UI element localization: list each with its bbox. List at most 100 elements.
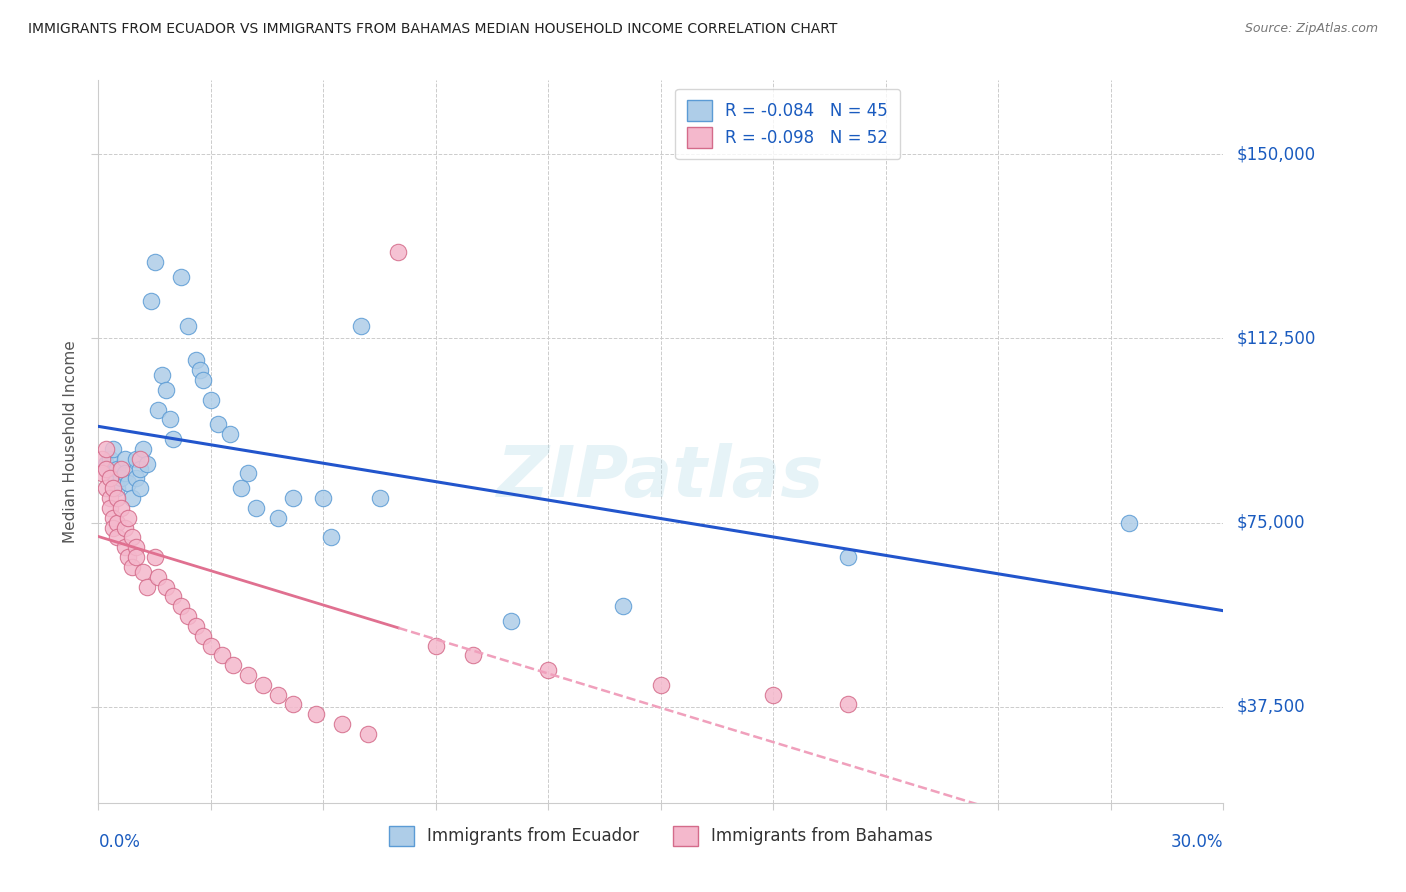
Point xyxy=(211,648,233,663)
Point xyxy=(283,491,305,505)
Point xyxy=(121,530,143,544)
Point xyxy=(132,442,155,456)
Point xyxy=(94,442,117,456)
Point xyxy=(650,678,672,692)
Point xyxy=(387,245,409,260)
Point xyxy=(350,319,373,334)
Point xyxy=(139,294,162,309)
Point xyxy=(207,417,229,432)
Point xyxy=(148,570,170,584)
Point xyxy=(463,648,485,663)
Point xyxy=(98,500,121,515)
Point xyxy=(121,491,143,505)
Point xyxy=(177,609,200,624)
Text: $150,000: $150,000 xyxy=(1237,145,1316,163)
Point xyxy=(114,520,136,534)
Point xyxy=(148,402,170,417)
Text: IMMIGRANTS FROM ECUADOR VS IMMIGRANTS FROM BAHAMAS MEDIAN HOUSEHOLD INCOME CORRE: IMMIGRANTS FROM ECUADOR VS IMMIGRANTS FR… xyxy=(28,22,838,37)
Point xyxy=(155,383,177,397)
Point xyxy=(330,717,353,731)
Point xyxy=(1118,516,1140,530)
Point xyxy=(499,614,522,628)
Text: 0.0%: 0.0% xyxy=(98,833,141,851)
Point xyxy=(200,392,222,407)
Point xyxy=(319,530,342,544)
Point xyxy=(229,481,252,495)
Point xyxy=(114,451,136,466)
Text: $37,500: $37,500 xyxy=(1237,698,1306,716)
Point xyxy=(162,590,184,604)
Point xyxy=(170,269,193,284)
Point xyxy=(837,549,859,564)
Point xyxy=(103,510,125,524)
Point xyxy=(305,707,328,722)
Point xyxy=(252,678,274,692)
Point xyxy=(200,639,222,653)
Point xyxy=(238,467,260,481)
Point xyxy=(128,481,150,495)
Point xyxy=(537,663,560,677)
Point xyxy=(105,516,128,530)
Text: Source: ZipAtlas.com: Source: ZipAtlas.com xyxy=(1244,22,1378,36)
Point xyxy=(128,451,150,466)
Point xyxy=(125,549,148,564)
Point xyxy=(136,580,159,594)
Point xyxy=(132,565,155,579)
Point xyxy=(121,560,143,574)
Point xyxy=(136,457,159,471)
Point xyxy=(117,510,139,524)
Point xyxy=(110,500,132,515)
Point xyxy=(94,457,117,471)
Point xyxy=(193,373,215,387)
Point xyxy=(125,471,148,485)
Point xyxy=(117,476,139,491)
Point xyxy=(245,500,267,515)
Point xyxy=(105,491,128,505)
Point xyxy=(222,658,245,673)
Point xyxy=(193,629,215,643)
Point xyxy=(110,461,132,475)
Point xyxy=(267,688,290,702)
Point xyxy=(128,461,150,475)
Point xyxy=(184,353,207,368)
Point xyxy=(94,461,117,475)
Point xyxy=(612,599,634,614)
Point xyxy=(312,491,335,505)
Point xyxy=(162,432,184,446)
Point xyxy=(91,451,114,466)
Point xyxy=(143,255,166,269)
Point xyxy=(98,451,121,466)
Y-axis label: Median Household Income: Median Household Income xyxy=(63,340,79,543)
Point xyxy=(837,698,859,712)
Text: $112,500: $112,500 xyxy=(1237,329,1316,347)
Point xyxy=(238,668,260,682)
Point xyxy=(762,688,785,702)
Point xyxy=(103,520,125,534)
Point xyxy=(125,451,148,466)
Point xyxy=(103,481,125,495)
Point xyxy=(218,427,240,442)
Point xyxy=(155,580,177,594)
Point xyxy=(103,442,125,456)
Point xyxy=(184,619,207,633)
Point xyxy=(267,510,290,524)
Point xyxy=(159,412,181,426)
Point xyxy=(425,639,447,653)
Point xyxy=(170,599,193,614)
Point xyxy=(98,471,121,485)
Point xyxy=(110,471,132,485)
Point xyxy=(283,698,305,712)
Legend: Immigrants from Ecuador, Immigrants from Bahamas: Immigrants from Ecuador, Immigrants from… xyxy=(375,813,946,860)
Text: 30.0%: 30.0% xyxy=(1171,833,1223,851)
Text: $75,000: $75,000 xyxy=(1237,514,1306,532)
Point xyxy=(105,461,128,475)
Point xyxy=(150,368,173,383)
Point xyxy=(105,481,128,495)
Point xyxy=(114,467,136,481)
Point xyxy=(143,549,166,564)
Point xyxy=(103,467,125,481)
Point xyxy=(94,481,117,495)
Point xyxy=(114,540,136,554)
Point xyxy=(125,540,148,554)
Point xyxy=(117,549,139,564)
